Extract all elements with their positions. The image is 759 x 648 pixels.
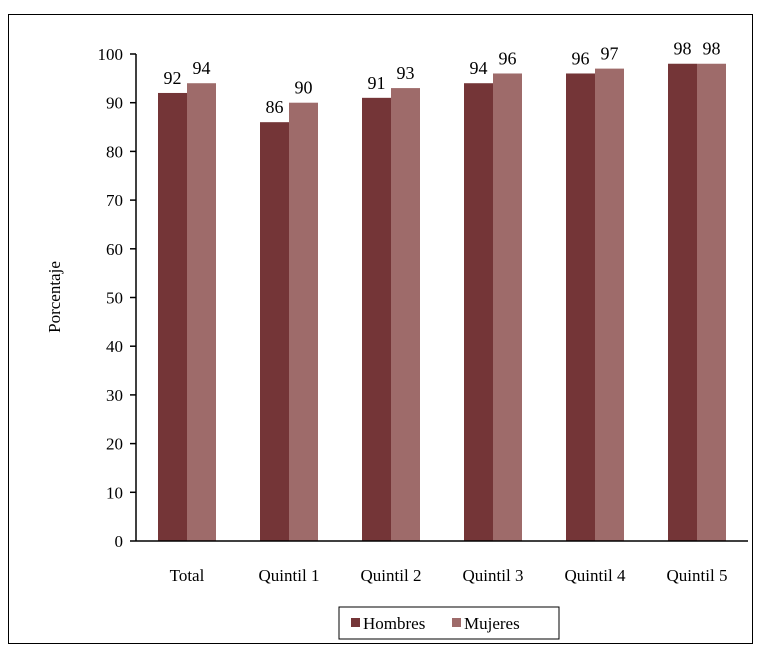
- legend-box: [338, 606, 560, 640]
- bar-hombres: [362, 97, 391, 541]
- data-label: 97: [601, 44, 619, 64]
- y-tick-label: 20: [106, 435, 123, 454]
- y-axis-title-group: Porcentaje: [45, 261, 64, 333]
- data-label: 98: [674, 39, 692, 59]
- legend: Hombres Mujeres: [338, 606, 560, 640]
- y-tick-label: 30: [106, 386, 123, 405]
- bar-mujeres: [289, 102, 318, 541]
- y-tick-label: 60: [106, 240, 123, 259]
- legend-swatch-hombres: [351, 618, 360, 627]
- bar-hombres: [668, 63, 697, 542]
- data-label: 93: [397, 63, 415, 83]
- legend-label-hombres: Hombres: [363, 614, 425, 633]
- bar-hombres: [158, 92, 187, 542]
- legend-swatch-mujeres: [452, 618, 461, 627]
- bar-mujeres: [391, 88, 420, 541]
- category-label: Quintil 1: [259, 566, 320, 585]
- data-label: 92: [164, 68, 182, 88]
- bar-mujeres: [595, 68, 624, 542]
- category-labels: Total Quintil 1 Quintil 2 Quintil 3 Quintil …: [170, 566, 728, 585]
- bar-hombres: [566, 73, 595, 541]
- y-tick-label: 90: [106, 94, 123, 113]
- y-tick-label: 40: [106, 337, 123, 356]
- bar-hombres: [260, 122, 289, 542]
- category-label: Quintil 5: [667, 566, 728, 585]
- category-label: Quintil 4: [565, 566, 626, 585]
- bar-mujeres: [187, 83, 216, 541]
- category-label: Total: [170, 566, 205, 585]
- bar-mujeres: [697, 63, 726, 542]
- y-tick-label: 100: [98, 45, 124, 64]
- data-label: 96: [499, 48, 517, 68]
- data-label: 86: [266, 97, 284, 117]
- y-axis-title: Porcentaje: [45, 261, 64, 333]
- axes: [135, 54, 748, 542]
- y-tick-label: 80: [106, 142, 123, 161]
- data-label: 90: [295, 78, 313, 98]
- category-label: Quintil 3: [463, 566, 524, 585]
- data-label: 94: [193, 58, 211, 78]
- legend-label-mujeres: Mujeres: [464, 614, 520, 633]
- bar-mujeres: [493, 73, 522, 541]
- data-label: 91: [368, 73, 386, 93]
- data-label: 94: [470, 58, 488, 78]
- data-labels: 92 94 86 90 91 93 94 96 96 97 98 98: [164, 39, 721, 117]
- category-label: Quintil 2: [361, 566, 422, 585]
- y-tick-label: 10: [106, 483, 123, 502]
- bar-hombres: [464, 83, 493, 541]
- y-axis-ticks: 0 10 20 30 40 50 60 70 80 90 100: [98, 45, 136, 551]
- y-tick-label: 0: [115, 532, 124, 551]
- data-label: 98: [703, 39, 721, 59]
- data-label: 96: [572, 48, 590, 68]
- y-tick-label: 50: [106, 289, 123, 308]
- bars: [158, 63, 726, 542]
- y-tick-label: 70: [106, 191, 123, 210]
